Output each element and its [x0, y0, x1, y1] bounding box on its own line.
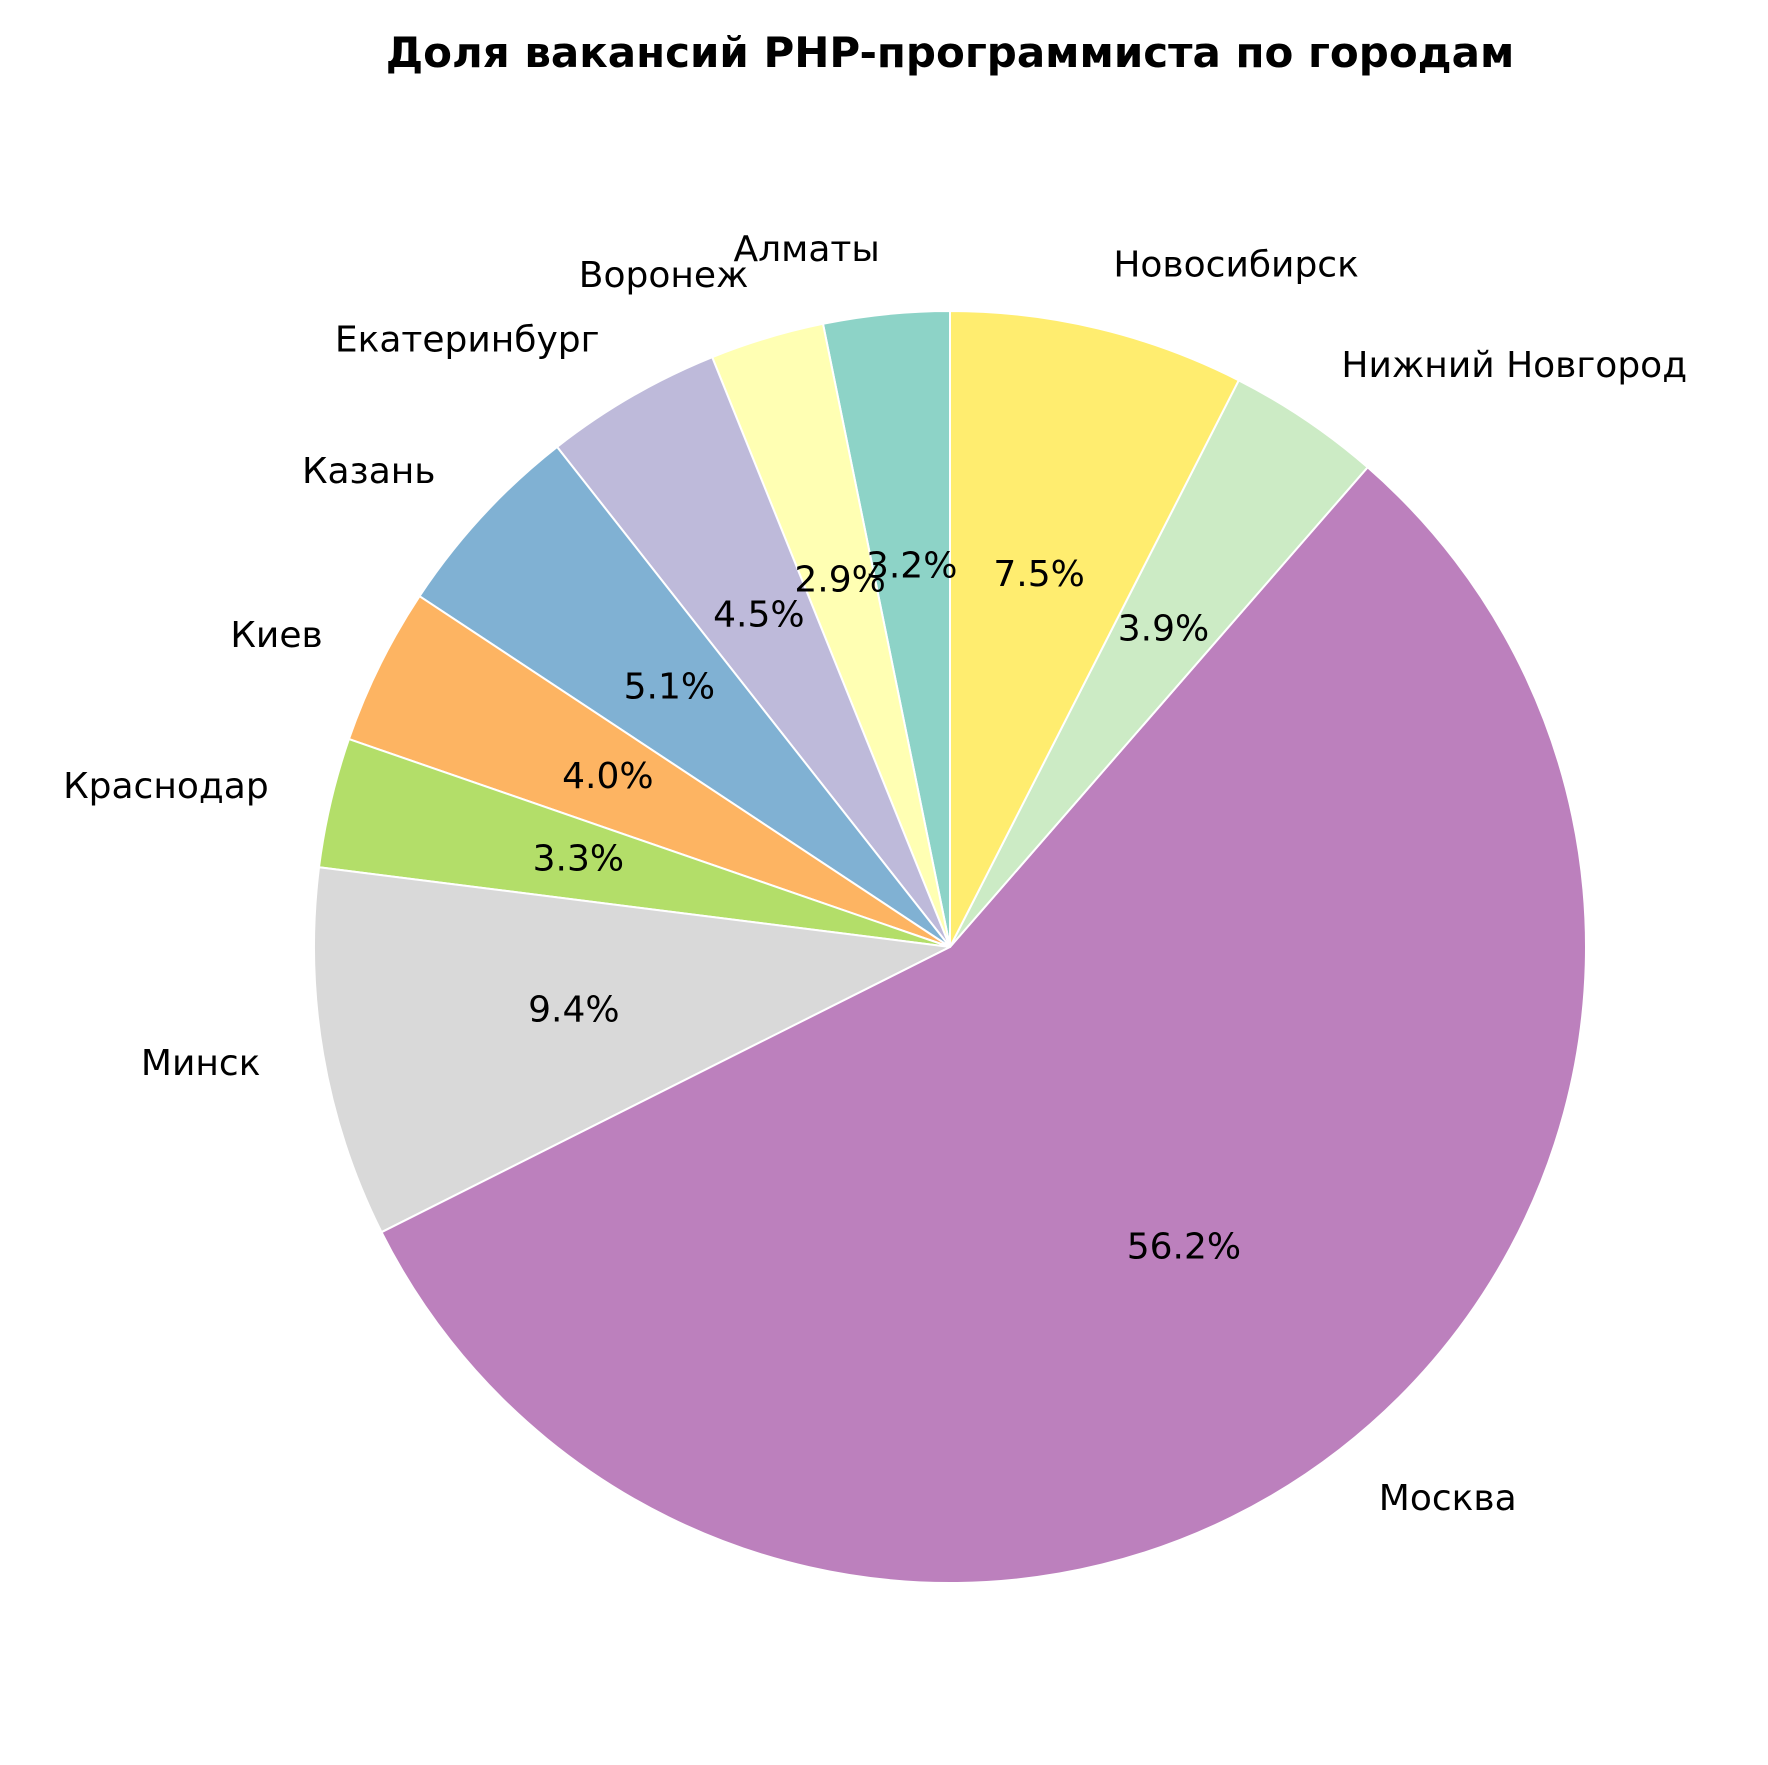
- percent-label-москва: 56.2%: [1127, 1227, 1241, 1268]
- slice-label-казань: Казань: [302, 451, 436, 492]
- percent-label-алматы: 3.2%: [866, 545, 957, 586]
- percent-label-нижний-новгород: 3.9%: [1118, 609, 1209, 650]
- pie-slice-екатеринбург: [556, 356, 951, 948]
- percent-label-киев: 4.0%: [562, 756, 653, 797]
- percent-label-краснодар: 3.3%: [533, 838, 624, 879]
- slice-label-воронеж: Воронеж: [579, 255, 749, 296]
- percent-label-воронеж: 2.9%: [794, 560, 885, 601]
- percent-label-екатеринбург: 4.5%: [713, 595, 804, 636]
- slice-label-минск: Минск: [141, 1043, 261, 1084]
- percent-label-минск: 9.4%: [528, 989, 619, 1030]
- slice-label-алматы: Алматы: [734, 229, 880, 270]
- slice-label-краснодар: Краснодар: [63, 766, 269, 807]
- pie-slice-новосибирск: [949, 310, 1240, 948]
- percent-label-казань: 5.1%: [624, 666, 715, 707]
- pie-slice-минск: [313, 866, 951, 1234]
- pie-slices: [313, 310, 1587, 1584]
- chart-title: Доля вакансий PHP-программиста по города…: [386, 28, 1515, 77]
- slice-label-екатеринбург: Екатеринбург: [335, 319, 600, 360]
- slice-label-москва: Москва: [1379, 1478, 1517, 1519]
- slice-label-нижний-новгород: Нижний Новгород: [1341, 345, 1687, 386]
- percent-label-новосибирск: 7.5%: [993, 554, 1084, 595]
- pie-slice-москва: [380, 466, 1587, 1584]
- slice-label-новосибирск: Новосибирск: [1113, 245, 1359, 286]
- pie-percent-labels: 3.2%2.9%4.5% 5.1% 4.0% 3.3% 9.4% 56.2% 3.9% 7.5…: [528, 545, 1241, 1267]
- pie-slice-казань: [418, 445, 951, 948]
- slice-label-киев: Киев: [230, 615, 322, 656]
